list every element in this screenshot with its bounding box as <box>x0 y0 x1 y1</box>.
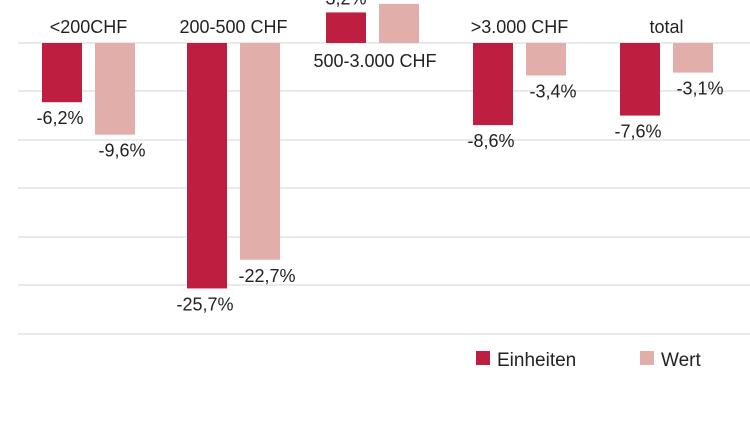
category-label: 200-500 CHF <box>179 17 287 37</box>
legend: Einheiten Wert <box>476 350 701 371</box>
data-label-einheiten: -8,6% <box>467 131 514 151</box>
bar-einheiten <box>326 12 366 44</box>
bars <box>42 3 713 289</box>
data-label-wert: -3,4% <box>529 81 576 101</box>
data-label-einheiten: -6,2% <box>36 108 83 128</box>
legend-label: Wert <box>661 350 701 371</box>
bar-wert <box>240 43 280 260</box>
bar-einheiten <box>187 43 227 289</box>
data-label-einheiten: -7,6% <box>614 122 661 142</box>
data-label-einheiten: 3,2% <box>325 0 366 8</box>
legend-label: Einheiten <box>497 350 576 371</box>
legend-swatch <box>640 351 654 365</box>
category-label: 500-3.000 CHF <box>313 51 436 71</box>
data-label-einheiten: -25,7% <box>176 294 233 314</box>
bar-wert <box>673 43 713 73</box>
legend-swatch <box>476 351 490 365</box>
category-label: >3.000 CHF <box>471 17 569 37</box>
gridlines <box>18 42 750 335</box>
bar-einheiten <box>473 43 513 126</box>
data-label-wert: -22,7% <box>238 266 295 286</box>
labels: <200CHF -6,2% -9,6% 200-500 CHF -25,7%-22,7%… <box>36 0 723 314</box>
bar-einheiten <box>620 43 660 116</box>
data-label-wert: -9,6% <box>98 141 145 161</box>
category-label: total <box>649 17 683 37</box>
category-label: <200CHF <box>50 17 128 37</box>
bar-wert <box>526 43 566 76</box>
data-label-wert: -3,1% <box>676 79 723 99</box>
bar-wert <box>95 43 135 135</box>
bar-wert <box>379 3 419 43</box>
bar-einheiten <box>42 43 82 103</box>
